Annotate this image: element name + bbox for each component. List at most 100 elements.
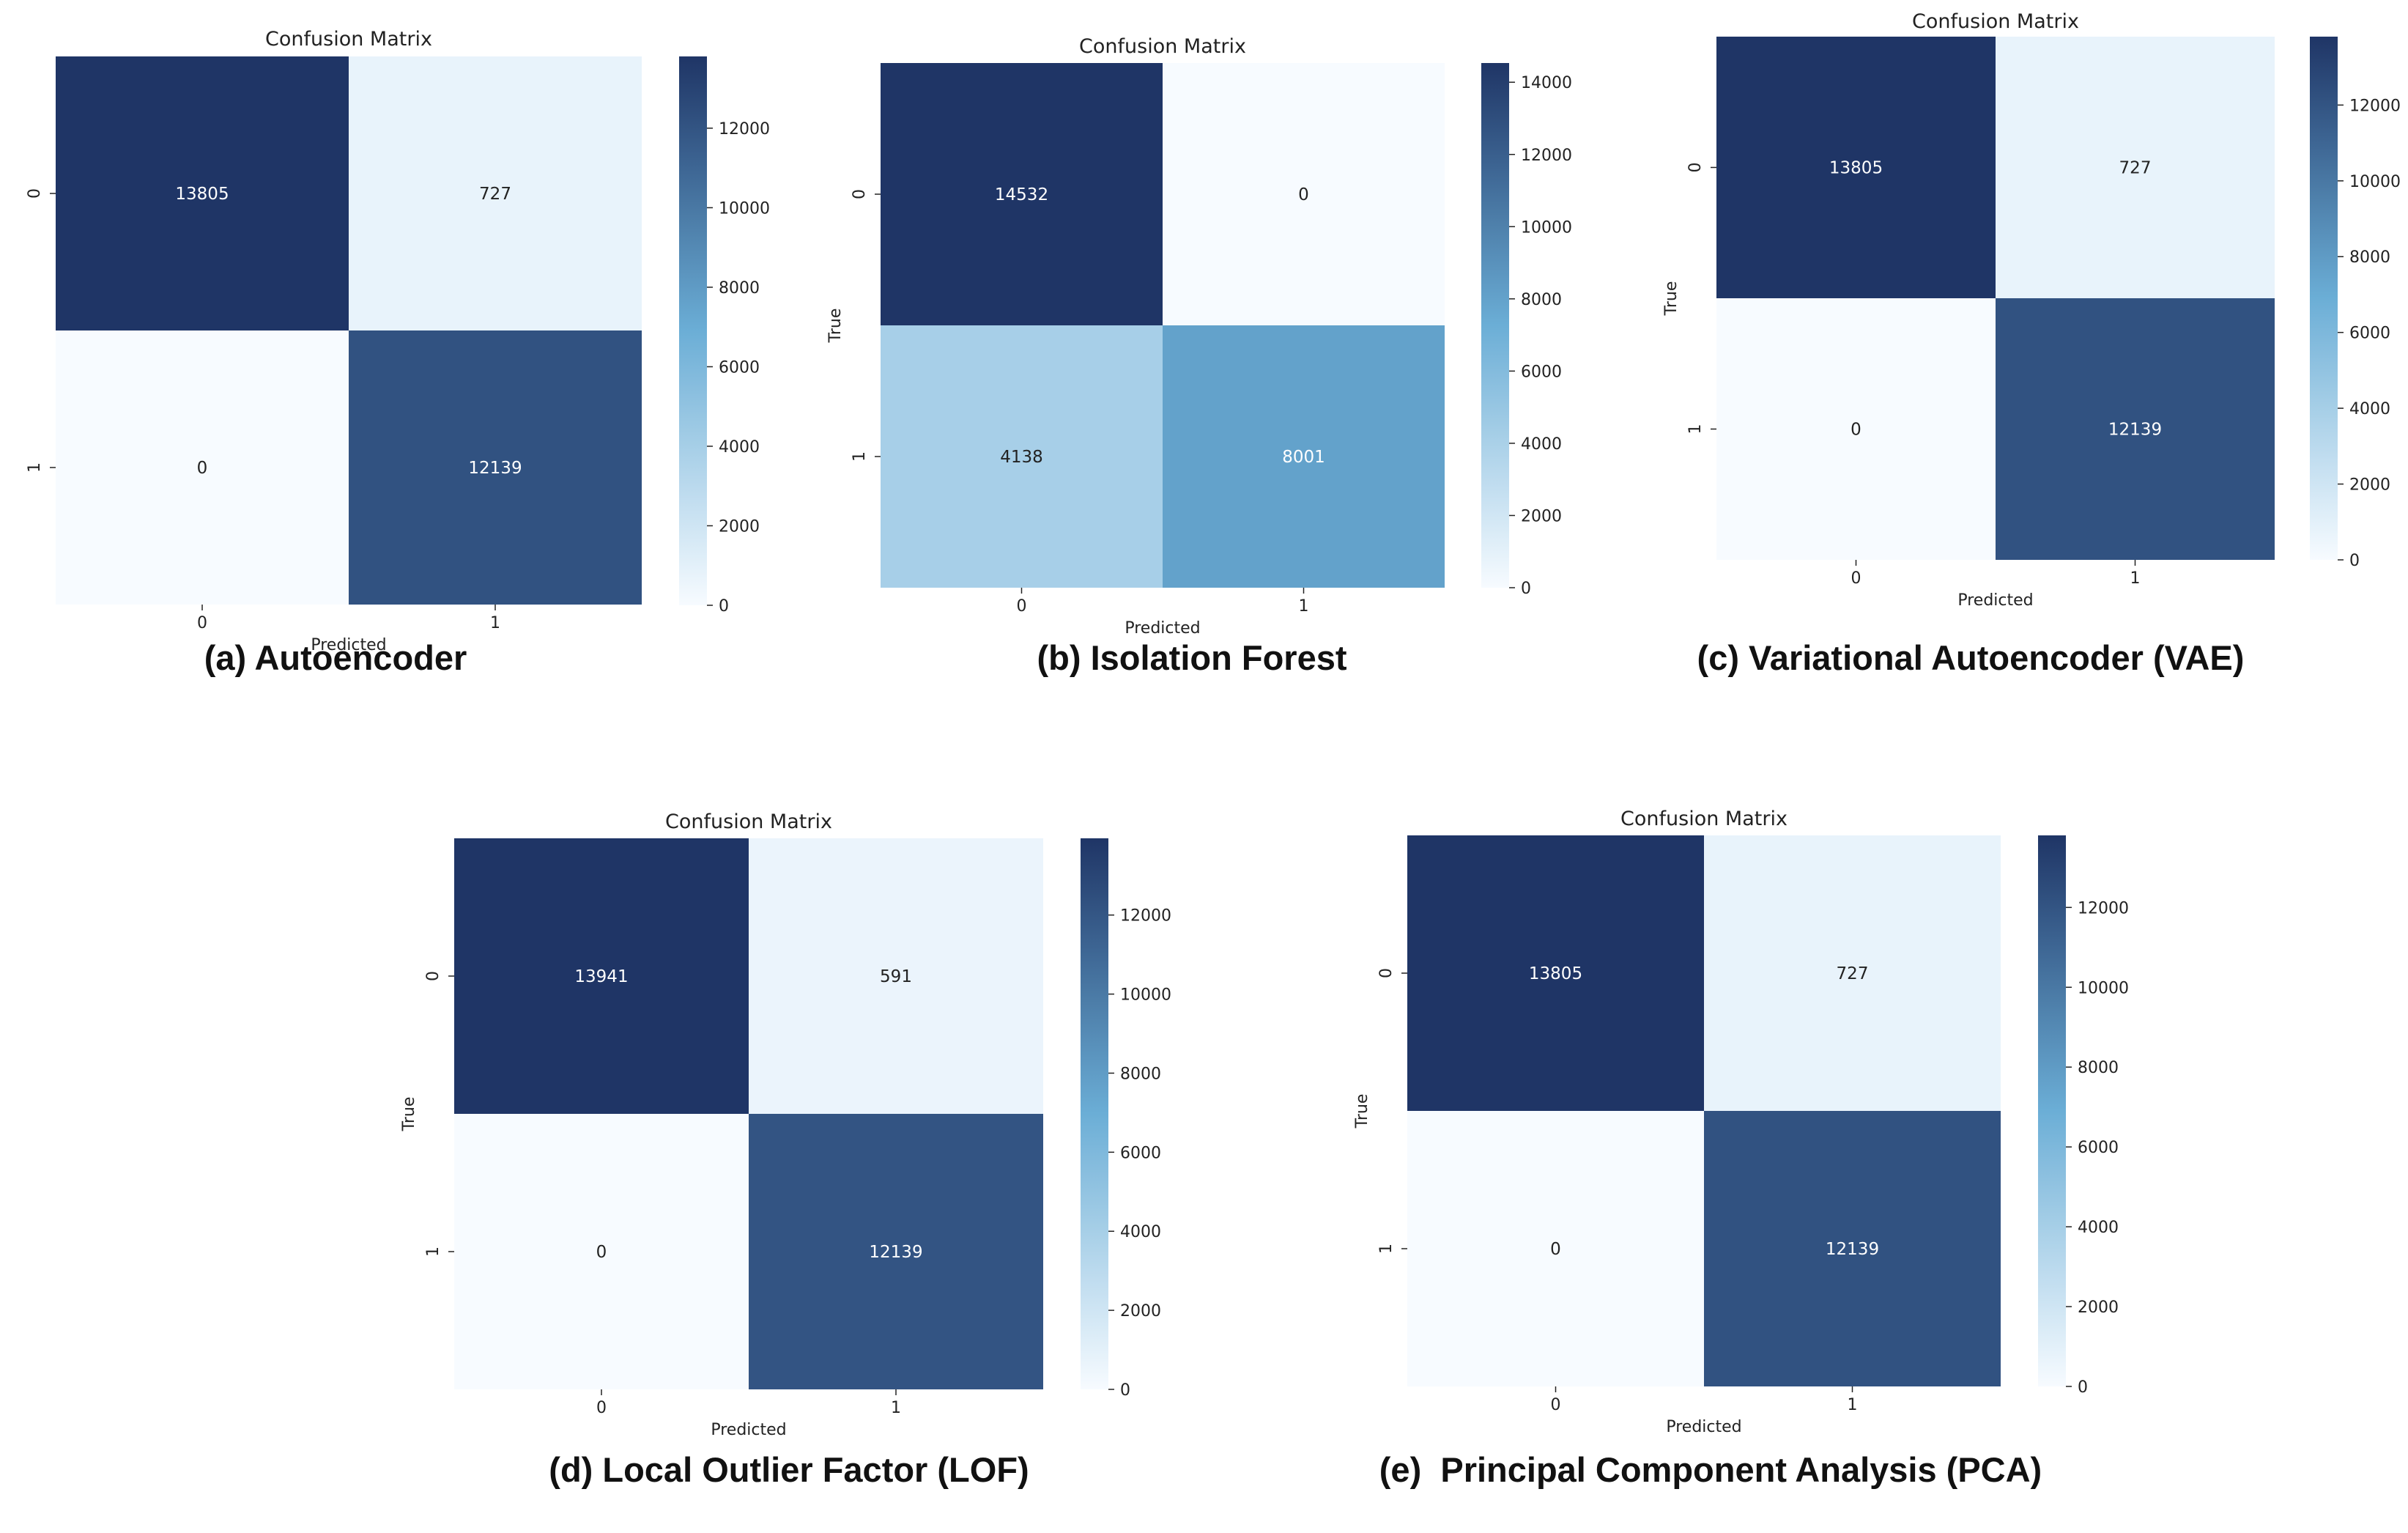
colorbar-tick-label: 12000 [719,120,770,138]
colorbar-tick-label: 0 [2078,1378,2088,1397]
cell-value-0-1: 0 [1298,185,1309,204]
colorbar-tick-label: 12000 [2078,899,2129,917]
y-tick-label: 1 [851,451,869,462]
chart-title: Confusion Matrix [1912,10,2079,33]
colorbar-tick-label: 4000 [2349,400,2390,418]
cell-value-1-0: 0 [596,1243,607,1262]
x-tick-label: 0 [1851,569,1861,588]
colorbar-tick-label: 8000 [2078,1059,2119,1077]
heatmap-cell-1-1 [1704,1111,2001,1386]
cell-value-1-1: 12139 [1826,1240,1879,1259]
x-tick-label: 1 [891,1399,901,1417]
chart-title: Confusion Matrix [1620,808,1788,830]
colorbar-tick-label: 2000 [2349,476,2390,495]
caption-e: (e) Principal Component Analysis (PCA) [1379,1450,2042,1489]
panel-e: Confusion Matrix 13805 727 0 12139 0 1 0 1 Predic… [1353,808,2129,1436]
x-axis-label: Predicted [711,1421,786,1439]
heatmap-cell-0-1 [1996,37,2275,298]
colorbar-tick-label: 0 [719,597,729,616]
heatmap-cell-1-0 [454,1114,749,1389]
heatmap-cell-0-1 [349,56,642,330]
colorbar [2310,37,2338,560]
colorbar-tick-label: 2000 [719,517,760,536]
colorbar-tick-label: 12000 [1120,907,1171,926]
colorbar-tick-label: 4000 [2078,1219,2119,1237]
colorbar [1081,838,1108,1389]
y-tick-label: 1 [26,462,44,473]
cell-value-1-1: 12139 [869,1243,922,1262]
caption-c: (c) Variational Autoencoder (VAE) [1697,638,2245,677]
x-tick-label: 0 [596,1399,607,1417]
x-tick-label: 0 [197,614,207,632]
colorbar-tick-label: 10000 [2078,979,2129,997]
y-axis-label: True [400,1097,418,1132]
chart-title: Confusion Matrix [1079,35,1246,58]
heatmap-cell-1-0 [1716,298,1996,560]
cell-value-0-0: 13941 [574,967,628,986]
x-axis-label: Predicted [1125,619,1200,638]
y-axis-label: True [1662,281,1681,317]
caption-b: (b) Isolation Forest [1037,638,1347,677]
colorbar-tick-label: 12000 [1521,147,1572,165]
cell-value-1-1: 8001 [1282,448,1325,467]
heatmap-cell-0-1 [749,838,1043,1114]
colorbar-tick-label: 0 [1521,580,1531,598]
y-tick-label: 0 [851,189,869,199]
y-tick-label: 0 [1377,968,1396,978]
cell-value-0-0: 14532 [995,185,1048,204]
colorbar-tick-label: 2000 [1521,507,1562,525]
y-axis-label: True [826,309,845,344]
cell-value-1-1: 12139 [468,459,522,478]
y-tick-label: 1 [424,1246,442,1257]
cell-value-0-0: 13805 [1529,964,1582,983]
heatmap-cell-1-1 [1996,298,2275,560]
x-axis-label: Predicted [1666,1418,1741,1436]
x-axis-label: Predicted [1957,591,2033,610]
heatmap-cell-0-1 [1704,835,2001,1111]
heatmap-cell-1-1 [349,330,642,605]
y-tick-label: 0 [1686,163,1705,173]
colorbar-tick-label: 8000 [1521,291,1562,309]
y-tick-label: 1 [1377,1244,1396,1254]
heatmap-cell-0-0 [1716,37,1996,298]
heatmap-cell-1-0 [881,325,1163,588]
colorbar-tick-label: 10000 [1521,218,1572,237]
heatmap-cell-0-0 [1407,835,1704,1111]
caption-d: (d) Local Outlier Factor (LOF) [549,1450,1029,1489]
heatmap-cell-1-1 [749,1114,1043,1389]
colorbar-tick-label: 4000 [1120,1223,1161,1241]
cell-value-0-0: 13805 [175,185,229,204]
colorbar-tick-label: 2000 [1120,1302,1161,1320]
x-tick-label: 1 [2130,569,2141,588]
cell-value-1-0: 0 [1851,421,1861,440]
colorbar-tick-label: 6000 [1120,1144,1161,1162]
x-axis-label: Predicted [311,636,386,654]
colorbar-tick-label: 14000 [1521,74,1572,92]
colorbar-tick-label: 12000 [2349,97,2401,115]
heatmap-cell-0-1 [1163,63,1445,325]
colorbar-tick-label: 8000 [2349,248,2390,267]
colorbar-tick-label: 10000 [1120,986,1171,1005]
cell-value-0-1: 727 [1837,964,1869,983]
heatmap-cell-1-0 [1407,1111,1704,1386]
y-axis-label: True [1353,1094,1371,1129]
colorbar [2038,835,2066,1386]
cell-value-1-1: 12139 [2108,421,2162,440]
colorbar-tick-label: 8000 [1120,1065,1161,1083]
chart-title: Confusion Matrix [265,28,432,51]
colorbar-tick-label: 6000 [1521,363,1562,381]
x-tick-label: 0 [1551,1396,1561,1414]
cell-value-0-1: 727 [479,185,511,204]
x-tick-label: 1 [1848,1396,1858,1414]
x-tick-label: 1 [490,614,500,632]
y-tick-label: 1 [1686,424,1705,435]
colorbar-tick-label: 10000 [2349,173,2401,191]
cell-value-0-0: 13805 [1829,159,1883,178]
colorbar [679,56,707,605]
heatmap-cell-1-1 [1163,325,1445,588]
panel-a: Confusion Matrix 13805 727 0 12139 0 1 0 1 Predic… [26,28,770,654]
panel-d: Confusion Matrix 13941 591 0 12139 0 1 0 1 Predic… [400,810,1171,1439]
colorbar-tick-label: 2000 [2078,1299,2119,1317]
colorbar-tick-label: 6000 [2078,1139,2119,1157]
